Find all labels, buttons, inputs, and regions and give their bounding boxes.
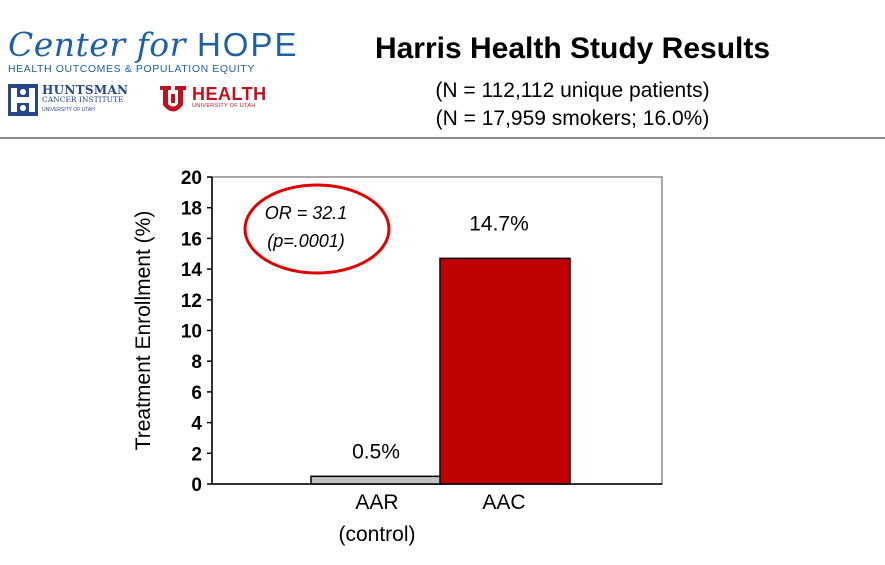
huntsman-name: HUNTSMAN [42, 83, 129, 97]
y-tick-label: 8 [191, 352, 202, 373]
y-tick-label: 4 [191, 414, 202, 435]
y-tick-label: 0 [191, 475, 202, 496]
bar-chart: 0 2 4 6 8 10 12 14 16 18 20 0.5% 14.7% AAR (control)… [132, 168, 663, 546]
block-u-icon [160, 86, 186, 112]
data-label: 0.5% [352, 440, 400, 463]
huntsman-logo: HUNTSMAN CANCER INSTITUTE UNIVERSITY OF … [8, 84, 128, 116]
data-label: 14.7% [469, 212, 529, 235]
x-tick-label: AAR [355, 491, 398, 514]
odds-ratio-annotation: OR = 32.1 (p=.0001) [243, 183, 391, 275]
y-tick-label: 16 [181, 229, 202, 250]
subtitle-patients: (N = 112,112 unique patients) [435, 79, 710, 102]
y-tick-label: 2 [191, 444, 202, 465]
annotation-text: OR = 32.1 [265, 203, 348, 223]
logo-title: Center for HOPE [8, 25, 296, 64]
x-axis-labels: AAR (control) AAC [338, 491, 525, 546]
university-health-logo: HEALTH UNIVERSITY OF UTAH [158, 84, 267, 116]
bar-control [310, 475, 442, 485]
logo-center-for: Center for [8, 25, 197, 64]
bar-treatment [439, 257, 571, 485]
x-tick-label: (control) [338, 523, 415, 546]
health-sub: UNIVERSITY OF UTAH [192, 103, 256, 109]
y-tick-label: 18 [181, 199, 202, 220]
y-tick-label: 12 [181, 291, 202, 312]
y-tick-label: 20 [181, 168, 202, 189]
subtitle-smokers: (N = 17,959 smokers; 16.0%) [435, 107, 710, 130]
bars: 0.5% 14.7% [310, 212, 571, 485]
y-tick-label: 6 [191, 383, 202, 404]
huntsman-sub2: UNIVERSITY OF UTAH [42, 107, 95, 113]
huntsman-emblem-icon [8, 84, 38, 116]
annotation-ellipse [243, 183, 391, 275]
logo-subtitle: HEALTH OUTCOMES & POPULATION EQUITY [8, 63, 255, 75]
header-divider [0, 137, 885, 139]
annotation-text: (p=.0001) [267, 231, 345, 251]
x-tick-label: AAC [482, 491, 525, 514]
partner-logos: HUNTSMAN CANCER INSTITUTE UNIVERSITY OF … [8, 84, 278, 120]
y-tick-label: 14 [181, 260, 203, 281]
center-for-hope-logo: Center for HOPE HEALTH OUTCOMES & POPULA… [8, 25, 296, 76]
huntsman-sub: CANCER INSTITUTE [42, 95, 124, 104]
y-tick-label: 10 [181, 322, 202, 343]
health-name: HEALTH [192, 84, 267, 104]
y-axis-ticks: 0 2 4 6 8 10 12 14 16 18 20 [181, 168, 212, 496]
y-axis-title: Treatment Enrollment (%) [132, 211, 155, 451]
plot-area-frame [211, 176, 663, 485]
page-title: Harris Health Study Results [374, 32, 771, 65]
logo-hope: HOPE [196, 26, 299, 63]
